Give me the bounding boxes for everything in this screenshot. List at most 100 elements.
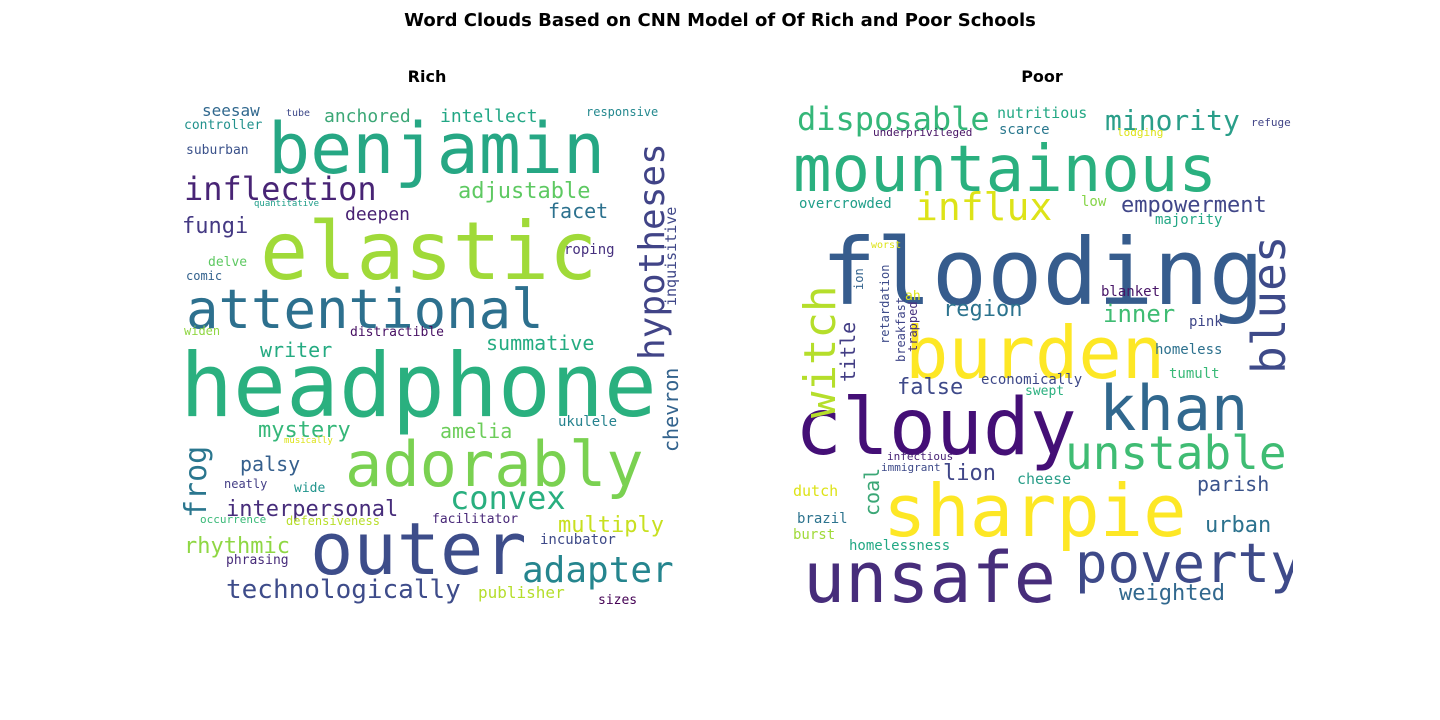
word-region: region [943, 297, 1022, 322]
word-inflection: inflection [184, 170, 377, 208]
word-incubator: incubator [540, 532, 616, 548]
word-sharpie: sharpie [883, 469, 1186, 553]
word-cheese: cheese [1017, 470, 1071, 488]
word-convex: convex [450, 479, 566, 517]
word-breakfast: breakfast [894, 297, 908, 362]
word-overcrowded: overcrowded [799, 196, 892, 212]
word-anchored: anchored [324, 106, 411, 127]
word-infectious: infectious [887, 450, 953, 463]
word-false: false [897, 375, 963, 400]
word-ah: ah [905, 289, 921, 304]
word-technologically: technologically [226, 575, 461, 605]
word-facet: facet [548, 199, 608, 223]
word-comic: comic [186, 269, 222, 283]
word-retardation: retardation [878, 265, 892, 344]
figure-title: Word Clouds Based on CNN Model of Of Ric… [404, 10, 1036, 31]
word-disposable: disposable [797, 100, 990, 138]
word-deepen: deepen [345, 204, 410, 225]
word-underprivileged: underprivileged [873, 126, 972, 139]
word-empowerment: empowerment [1121, 193, 1267, 218]
word-distractible: distractible [350, 325, 444, 340]
word-palsy: palsy [240, 452, 300, 476]
word-adorably: adorably [345, 428, 644, 501]
word-defensiveness: defensiveness [286, 514, 380, 528]
word-pink: pink [1189, 314, 1223, 330]
word-writer: writer [260, 338, 332, 362]
word-mystery: mystery [258, 418, 351, 443]
word-unsafe: unsafe [803, 537, 1056, 608]
word-lion: lion [943, 461, 996, 486]
word-intellect: intellect [440, 106, 538, 127]
word-attentional: attentional [186, 278, 544, 341]
word-headphone: headphone [180, 334, 657, 437]
word-tube: tube [286, 108, 310, 119]
word-flooding: flooding [821, 219, 1264, 326]
word-occurrence: occurrence [200, 513, 266, 526]
word-economically: economically [981, 372, 1082, 388]
word-elastic: elastic [260, 205, 597, 298]
word-responsive: responsive [586, 105, 658, 119]
word-mountainous: mountainous [793, 133, 1217, 207]
word-weighted: weighted [1119, 581, 1225, 606]
word-phrasing: phrasing [226, 553, 289, 568]
word-swept: swept [1025, 384, 1064, 399]
word-publisher: publisher [478, 583, 565, 602]
word-musically: musically [284, 436, 333, 446]
word-outer: outer [310, 507, 527, 591]
word-delve: delve [208, 255, 247, 270]
word-refuge: refuge [1251, 116, 1291, 129]
word-coal: coal [860, 468, 884, 516]
word-majority: majority [1155, 212, 1222, 228]
rich-word-cloud: headphone elastic benjamin attentional o… [180, 101, 680, 608]
word-minority: minority [1105, 104, 1240, 137]
word-dutch: dutch [793, 482, 838, 500]
word-tumult: tumult [1169, 366, 1220, 382]
word-fungi: fungi [182, 214, 248, 239]
word-ukulele: ukulele [558, 414, 617, 430]
word-brazil: brazil [797, 511, 848, 527]
word-rhythmic: rhythmic [184, 534, 290, 559]
word-burden: burden [905, 311, 1165, 395]
word-influx: influx [915, 185, 1052, 229]
word-sizes: sizes [598, 593, 637, 608]
word-khan: khan [1099, 372, 1248, 445]
word-chevron: chevron [659, 368, 680, 452]
word-multiply: multiply [558, 513, 664, 538]
word-hypotheses: hypotheses [632, 143, 673, 360]
word-suburban: suburban [186, 143, 249, 158]
word-inner: inner [1103, 300, 1175, 328]
word-homeless: homeless [1155, 342, 1222, 358]
poor-word-cloud: flooding mountainous cloudy burden sharp… [793, 100, 1293, 608]
word-facilitator: facilitator [432, 512, 518, 527]
word-wide: wide [294, 481, 325, 496]
word-nutritious: nutritious [997, 104, 1087, 122]
word-neatly: neatly [224, 477, 267, 491]
word-adjustable: adjustable [458, 179, 590, 204]
word-blanket: blanket [1101, 284, 1160, 300]
word-adapter: adapter [522, 550, 674, 591]
rich-panel-title: Rich [407, 67, 447, 86]
word-summative: summative [486, 331, 594, 355]
word-ion: ion [852, 268, 866, 290]
word-urban: urban [1205, 513, 1271, 538]
word-parish: parish [1197, 472, 1269, 496]
word-widen: widen [184, 324, 220, 338]
word-scarce: scarce [999, 122, 1050, 138]
word-roping: roping [564, 242, 615, 258]
word-frog: frog [180, 446, 214, 518]
word-cloudy: cloudy [795, 383, 1077, 473]
word-blues: blues [1242, 236, 1293, 374]
word-unstable: unstable [1065, 426, 1287, 480]
word-immigrant: immigrant [881, 461, 941, 474]
word-homelessness: homelessness [849, 538, 950, 554]
word-poverty: poverty [1075, 532, 1293, 595]
word-quantitative: quantitative [254, 199, 319, 209]
word-worst: worst [871, 240, 901, 251]
word-low: low [1081, 194, 1107, 210]
word-benjamin: benjamin [268, 108, 605, 190]
word-controller: controller [184, 118, 262, 133]
word-trapped: trapped [906, 301, 920, 352]
word-burst: burst [793, 527, 835, 543]
word-interpersonal: interpersonal [226, 497, 398, 522]
word-inquisitive: inquisitive [662, 207, 680, 306]
